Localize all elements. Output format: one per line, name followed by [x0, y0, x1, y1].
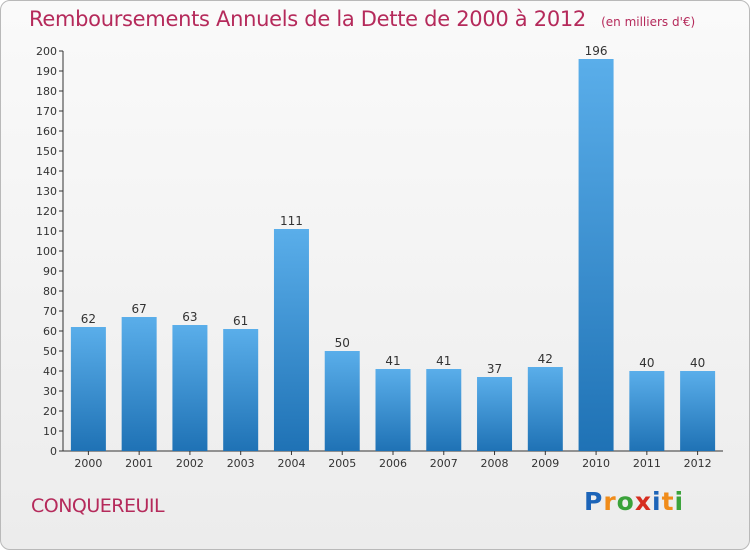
x-tick-label: 2010 — [582, 457, 610, 470]
y-tick-label: 150 — [36, 145, 57, 158]
logo-letter: i — [652, 487, 662, 516]
y-tick-label: 140 — [36, 165, 57, 178]
x-tick-label: 2007 — [430, 457, 458, 470]
bar — [680, 371, 716, 451]
y-tick-label: 60 — [43, 325, 57, 338]
y-tick-label: 170 — [36, 105, 57, 118]
bar — [70, 327, 106, 451]
logo-letter: o — [616, 487, 635, 516]
y-tick-label: 40 — [43, 365, 57, 378]
x-tick-label: 2012 — [684, 457, 712, 470]
y-tick-label: 70 — [43, 305, 57, 318]
data-label: 40 — [639, 356, 654, 370]
x-tick-label: 2001 — [125, 457, 153, 470]
data-label: 62 — [81, 312, 96, 326]
logo-letter: x — [634, 487, 652, 516]
x-tick-label: 2011 — [633, 457, 661, 470]
y-tick-label: 50 — [43, 345, 57, 358]
bar — [426, 369, 462, 451]
y-tick-label: 20 — [43, 405, 57, 418]
data-label: 61 — [233, 314, 248, 328]
y-tick-label: 110 — [36, 225, 57, 238]
y-tick-label: 120 — [36, 205, 57, 218]
y-tick-label: 130 — [36, 185, 57, 198]
logo-letter: P — [584, 487, 604, 516]
x-tick-label: 2005 — [328, 457, 356, 470]
bar — [223, 329, 259, 451]
y-tick-label: 160 — [36, 125, 57, 138]
commune-name: CONQUEREUIL — [31, 495, 165, 517]
y-tick-label: 30 — [43, 385, 57, 398]
data-label: 50 — [335, 336, 350, 350]
data-label: 41 — [436, 354, 451, 368]
title-row: Remboursements Annuels de la Dette de 20… — [29, 7, 695, 31]
x-tick-label: 2006 — [379, 457, 407, 470]
bar — [477, 377, 513, 451]
y-tick-label: 10 — [43, 425, 57, 438]
chart-title: Remboursements Annuels de la Dette de 20… — [29, 7, 586, 31]
y-tick-label: 180 — [36, 85, 57, 98]
y-tick-label: 190 — [36, 65, 57, 78]
proxiti-logo: Proxiti — [584, 487, 684, 516]
data-label: 67 — [132, 302, 147, 316]
bar — [273, 229, 309, 451]
logo-letter: i — [674, 487, 685, 516]
x-tick-label: 2000 — [74, 457, 102, 470]
bar — [324, 351, 360, 451]
data-label: 37 — [487, 362, 502, 376]
x-tick-label: 2009 — [531, 457, 559, 470]
data-label: 42 — [538, 352, 553, 366]
data-label: 111 — [280, 214, 303, 228]
x-tick-label: 2004 — [277, 457, 305, 470]
y-tick-label: 80 — [43, 285, 57, 298]
logo-letter: r — [603, 487, 617, 516]
y-tick-label: 0 — [50, 445, 57, 458]
y-tick-label: 100 — [36, 245, 57, 258]
bar — [121, 317, 157, 451]
x-tick-label: 2002 — [176, 457, 204, 470]
bar — [375, 369, 411, 451]
bar — [527, 367, 563, 451]
x-tick-label: 2003 — [227, 457, 255, 470]
data-label: 196 — [585, 44, 608, 58]
x-tick-label: 2008 — [481, 457, 509, 470]
data-label: 40 — [690, 356, 705, 370]
bar — [578, 59, 614, 451]
y-tick-label: 200 — [36, 45, 57, 58]
data-label: 63 — [182, 310, 197, 324]
bar — [629, 371, 665, 451]
bar — [172, 325, 208, 451]
unit-label: (en milliers d'€) — [601, 15, 696, 29]
data-label: 41 — [385, 354, 400, 368]
logo-letter: t — [661, 487, 675, 516]
y-tick-label: 90 — [43, 265, 57, 278]
